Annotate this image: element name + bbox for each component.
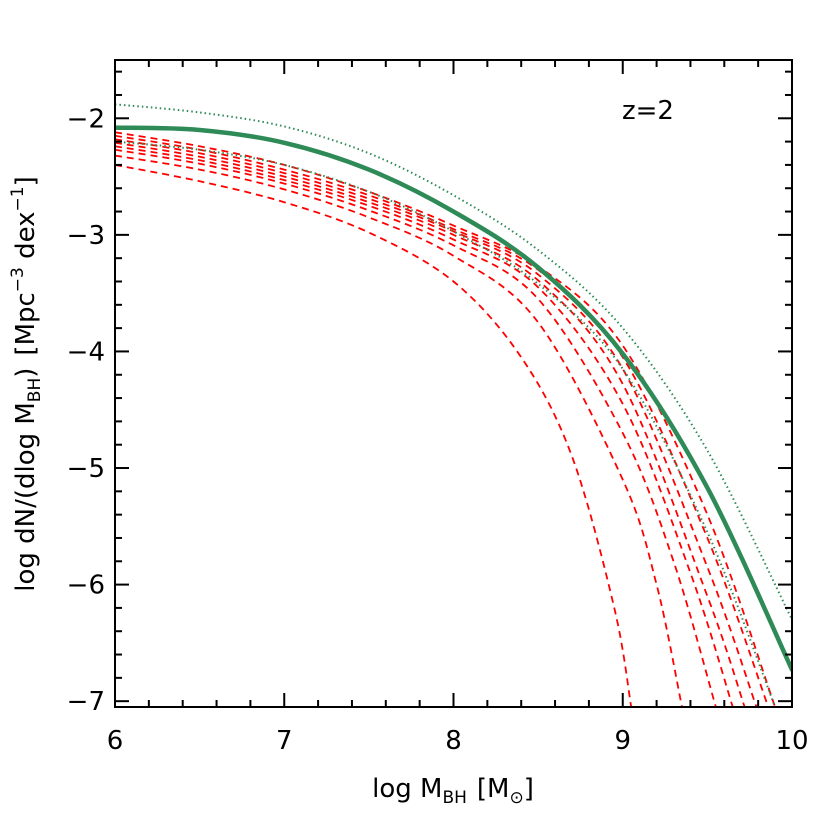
x-tick-label: 6 xyxy=(107,726,124,756)
dashed-series-line-5 xyxy=(115,138,758,707)
y-tick-label: −4 xyxy=(67,337,105,367)
dashed-series-line-3 xyxy=(115,131,776,707)
dashed-series-line-10 xyxy=(115,164,633,707)
tick-labels-layer: 6 7 8 9 10 −7 −6 −5 −4 −3 −2 xyxy=(67,104,809,756)
y-tick-label: −5 xyxy=(67,454,105,484)
plot-frame xyxy=(114,59,793,708)
x-axis-label: log MBH [M⊙] xyxy=(372,774,534,808)
y-tick-label: −7 xyxy=(67,687,105,717)
dotted-series-line-1 xyxy=(115,103,792,621)
y-tick-label: −3 xyxy=(67,221,105,251)
ticks-layer xyxy=(114,60,793,707)
y-axis-label: log dN/(dlog MBH)[Mpc−3 dex−1] xyxy=(8,176,45,592)
series-layer xyxy=(115,103,792,707)
dashed-series-line-7 xyxy=(115,145,734,707)
dashed-series-line-4 xyxy=(115,134,770,707)
dotted-series-line-2 xyxy=(115,140,777,707)
y-tick-label: −6 xyxy=(67,571,105,601)
dashed-series-line-9 xyxy=(115,154,683,707)
y-tick-label: −2 xyxy=(67,104,105,134)
dashed-series-line-8 xyxy=(115,148,717,707)
x-tick-label: 9 xyxy=(614,726,631,756)
x-tick-label: 10 xyxy=(775,726,808,756)
x-tick-label: 8 xyxy=(445,726,462,756)
x-tick-label: 7 xyxy=(276,726,293,756)
redshift-annotation: z=2 xyxy=(622,96,674,126)
solid-series-line-0 xyxy=(115,125,792,672)
